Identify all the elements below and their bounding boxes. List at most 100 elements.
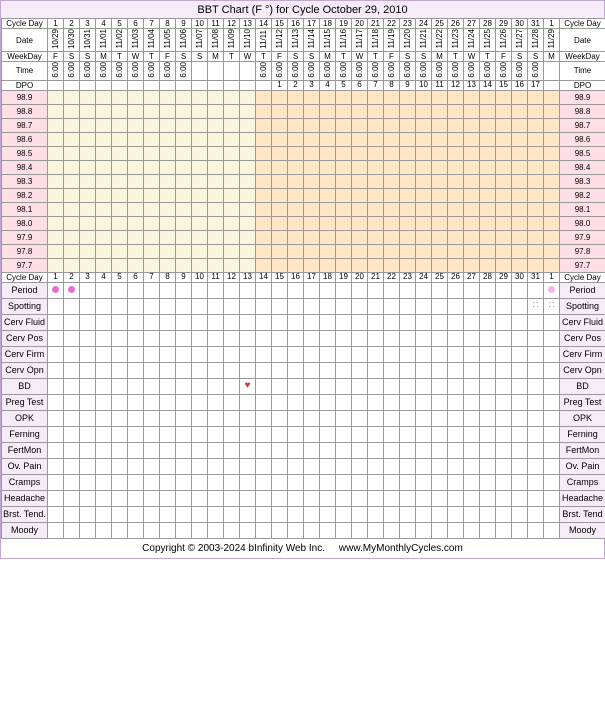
temp-label: 97.8 (2, 244, 48, 258)
bbt-cell (192, 132, 208, 146)
cell (64, 80, 80, 90)
cell: 19 (336, 272, 352, 282)
sym-cell (48, 314, 64, 330)
sym-cell (160, 282, 176, 298)
bbt-cell (448, 188, 464, 202)
row-label: Moody (2, 522, 48, 538)
sym-cell (48, 378, 64, 394)
bbt-cell (416, 132, 432, 146)
bbt-chart-container: BBT Chart (F °) for Cycle October 29, 20… (0, 0, 605, 559)
sym-cell (288, 506, 304, 522)
sym-cell (224, 314, 240, 330)
sym-cell (112, 442, 128, 458)
sym-cell (176, 394, 192, 410)
bbt-cell (464, 188, 480, 202)
bbt-cell (256, 146, 272, 160)
row-label-r: Headache (560, 490, 605, 506)
sym-cell (336, 378, 352, 394)
bbt-cell (96, 230, 112, 244)
sym-cell (304, 330, 320, 346)
temp-label: 98.4 (2, 160, 48, 174)
bbt-cell (48, 132, 64, 146)
cell: 11/26 (496, 29, 512, 52)
sym-cell (416, 410, 432, 426)
cell: 21 (368, 272, 384, 282)
bbt-cell (128, 202, 144, 216)
cell (208, 62, 224, 81)
bbt-cell (96, 244, 112, 258)
sym-cell (256, 378, 272, 394)
temp-label-r: 98.2 (560, 188, 605, 202)
cell: 1 (544, 19, 560, 29)
sym-cell (544, 458, 560, 474)
bbt-cell (416, 104, 432, 118)
bbt-cell (112, 188, 128, 202)
bbt-cell (480, 160, 496, 174)
sym-cell (512, 474, 528, 490)
bbt-cell (304, 202, 320, 216)
sym-cell (144, 378, 160, 394)
sym-cell (176, 426, 192, 442)
sym-cell (192, 298, 208, 314)
cell: 4 (96, 19, 112, 29)
sym-cell (400, 410, 416, 426)
bbt-cell (320, 174, 336, 188)
bbt-cell (160, 132, 176, 146)
sym-cell (320, 506, 336, 522)
sym-cell (112, 506, 128, 522)
sym-cell (48, 506, 64, 522)
cell: 25 (432, 272, 448, 282)
bbt-cell (432, 104, 448, 118)
sym-cell (320, 474, 336, 490)
bbt-cell (304, 230, 320, 244)
sym-cell (496, 490, 512, 506)
cell: 2 (64, 19, 80, 29)
sym-cell (224, 330, 240, 346)
sym-cell (416, 490, 432, 506)
sym-cell (336, 410, 352, 426)
bbt-cell (160, 104, 176, 118)
bbt-cell (240, 132, 256, 146)
row-label-r: Brst. Tend (560, 506, 605, 522)
cell: M (544, 52, 560, 62)
cell: 8 (384, 80, 400, 90)
sym-cell (208, 426, 224, 442)
cell: 2 (288, 80, 304, 90)
sym-cell (192, 282, 208, 298)
sym-cell (272, 394, 288, 410)
bbt-cell (176, 258, 192, 272)
temp-label: 98.8 (2, 104, 48, 118)
cell: 11/14 (304, 29, 320, 52)
temp-label-r: 98.0 (560, 216, 605, 230)
sym-cell (480, 458, 496, 474)
cell: 22 (384, 272, 400, 282)
sym-cell (224, 410, 240, 426)
bbt-cell (160, 216, 176, 230)
sym-cell (176, 506, 192, 522)
sym-cell (96, 506, 112, 522)
cell: 7 (368, 80, 384, 90)
bbt-cell (160, 244, 176, 258)
sym-cell (272, 410, 288, 426)
sym-cell (480, 298, 496, 314)
bbt-cell (432, 90, 448, 104)
sym-cell (160, 426, 176, 442)
bbt-cell (400, 244, 416, 258)
bbt-cell (192, 230, 208, 244)
sym-cell (528, 474, 544, 490)
cell: 11/17 (352, 29, 368, 52)
sym-cell (64, 378, 80, 394)
cell: 1 (272, 80, 288, 90)
sym-cell (416, 442, 432, 458)
sym-cell (80, 506, 96, 522)
bbt-cell (64, 160, 80, 174)
cell: S (64, 52, 80, 62)
bbt-cell (448, 160, 464, 174)
bbt-cell (240, 188, 256, 202)
sym-cell (128, 458, 144, 474)
sym-cell (336, 314, 352, 330)
row-label: Spotting (2, 298, 48, 314)
sym-cell (112, 378, 128, 394)
cell: 11/22 (432, 29, 448, 52)
bbt-cell (176, 104, 192, 118)
